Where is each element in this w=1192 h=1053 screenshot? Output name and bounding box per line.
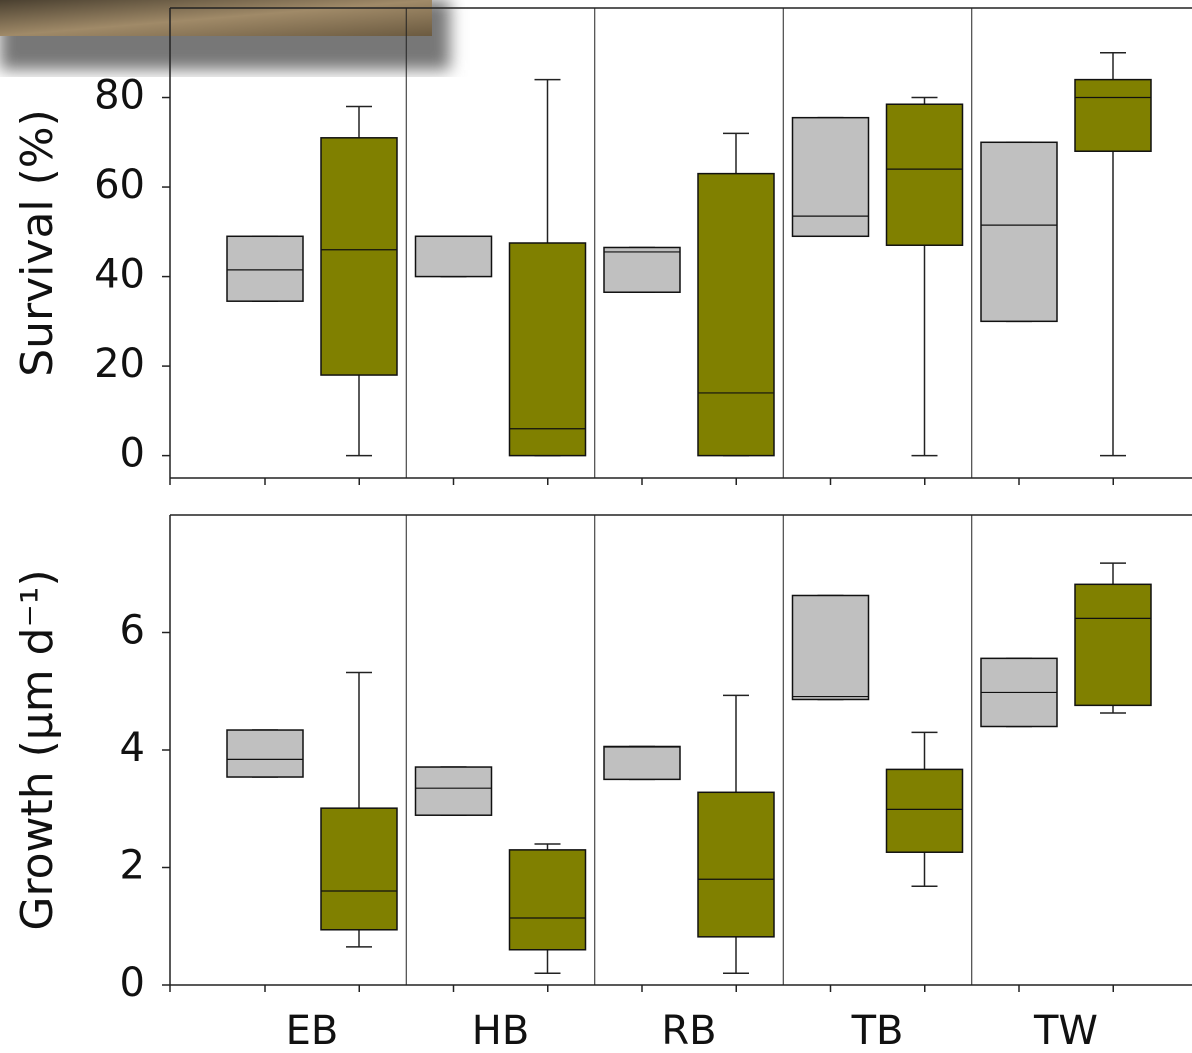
box — [604, 247, 680, 292]
y-tick-label: 0 — [120, 431, 145, 477]
box — [793, 118, 869, 237]
box — [887, 104, 963, 245]
y-tick-label: 4 — [120, 725, 145, 771]
box — [981, 142, 1057, 321]
box — [510, 243, 586, 456]
y-tick-label: 0 — [120, 960, 145, 1006]
x-tick-label: EB — [286, 1008, 339, 1053]
box — [416, 767, 492, 815]
box — [321, 808, 397, 930]
box — [604, 746, 680, 779]
x-tick-label: RB — [661, 1008, 716, 1053]
box — [1075, 80, 1151, 152]
box — [698, 174, 774, 456]
y-tick-label: 40 — [94, 252, 145, 298]
box — [510, 850, 586, 950]
y-tick-label: 2 — [120, 843, 145, 889]
x-tick-label: TB — [851, 1008, 904, 1053]
y-axis-label: Survival (%) — [12, 109, 63, 377]
box — [227, 730, 303, 777]
photo — [0, 0, 432, 36]
box — [321, 138, 397, 375]
y-tick-label: 80 — [94, 73, 145, 119]
box — [887, 769, 963, 852]
x-tick-label: TW — [1033, 1008, 1098, 1053]
box — [227, 236, 303, 301]
y-tick-label: 60 — [94, 162, 145, 208]
box — [698, 792, 774, 937]
chart: 0 20 40 60 80 Survival (%) 0 2 4 6 Growth (μm d⁻¹)… — [0, 0, 1192, 1053]
box — [1075, 584, 1151, 705]
y-tick-label: 20 — [94, 341, 145, 387]
box — [793, 595, 869, 699]
box — [416, 236, 492, 276]
x-tick-label: HB — [472, 1008, 530, 1053]
y-axis-label: Growth (μm d⁻¹) — [12, 569, 63, 930]
y-tick-label: 6 — [120, 608, 145, 654]
